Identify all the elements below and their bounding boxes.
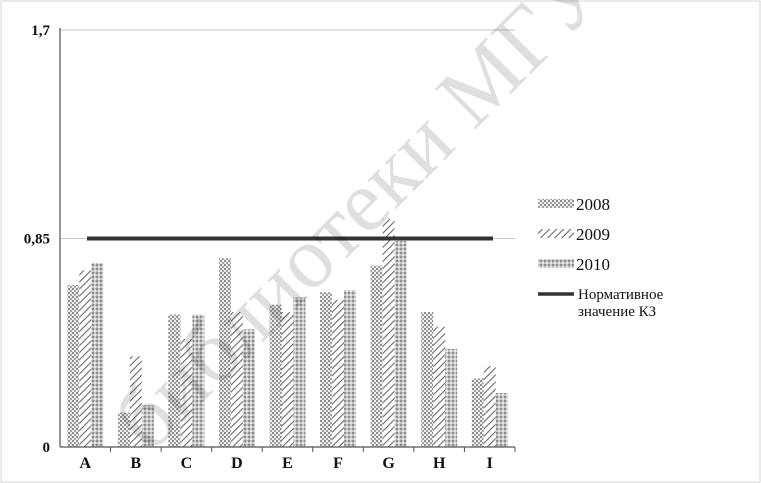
bar-2010-B	[141, 405, 154, 447]
bar-2010-F	[344, 290, 357, 447]
bar-2009-I	[483, 366, 496, 447]
x-tick-label: B	[130, 455, 141, 472]
x-tick-label: D	[231, 455, 243, 472]
bar-2008-G	[370, 265, 383, 447]
y-tick-label: 1,7	[31, 23, 50, 39]
x-tick-label: E	[282, 455, 293, 472]
bar-2008-C	[168, 314, 181, 447]
x-tick-labels: A B C D E F G H I	[79, 455, 492, 472]
bar-2009-E	[281, 312, 294, 447]
bar-2008-D	[218, 258, 231, 447]
bar-2008-A	[67, 285, 80, 447]
legend-swatch-2010	[538, 259, 574, 268]
bar-2009-H	[433, 326, 446, 447]
bar-2009-D	[230, 312, 243, 447]
axes	[59, 28, 516, 452]
legend-swatch-2008	[538, 199, 574, 208]
x-tick-label: I	[487, 455, 493, 472]
bar-2010-C	[192, 314, 205, 447]
bar-2010-A	[91, 263, 104, 447]
y-tick-label: 0,85	[24, 232, 50, 248]
legend-swatch-2009	[538, 229, 574, 238]
x-tick-label: H	[433, 455, 446, 472]
bar-2010-H	[445, 348, 458, 447]
legend-label-reference: Нормативное	[578, 287, 664, 303]
bars	[67, 218, 508, 447]
bar-2008-I	[471, 378, 484, 447]
bar-2009-C	[180, 339, 193, 447]
bar-2009-A	[79, 270, 92, 447]
bar-2008-F	[320, 292, 333, 447]
bar-2010-D	[242, 329, 255, 447]
x-tick-label: A	[79, 455, 91, 472]
legend-label-2009: 2009	[576, 225, 610, 244]
bar-2010-G	[394, 240, 407, 447]
y-tick-label: 0	[43, 440, 51, 456]
x-tick-label: F	[333, 455, 343, 472]
bar-2010-I	[495, 393, 508, 447]
y-tick-labels: 1,7 0,85 0	[24, 23, 51, 456]
bar-2009-F	[332, 299, 345, 447]
x-tick-label: G	[382, 455, 395, 472]
legend-label-2008: 2008	[576, 195, 610, 214]
legend-label-reference: значение КЗ	[578, 304, 656, 320]
bar-2009-B	[129, 356, 142, 447]
bar-2008-H	[421, 312, 434, 447]
x-tick-label: C	[181, 455, 193, 472]
bar-2010-E	[293, 297, 306, 447]
legend-label-2010: 2010	[576, 255, 610, 274]
bar-2008-B	[117, 412, 130, 447]
bar-2009-G	[382, 218, 395, 447]
bar-2008-E	[269, 304, 282, 447]
